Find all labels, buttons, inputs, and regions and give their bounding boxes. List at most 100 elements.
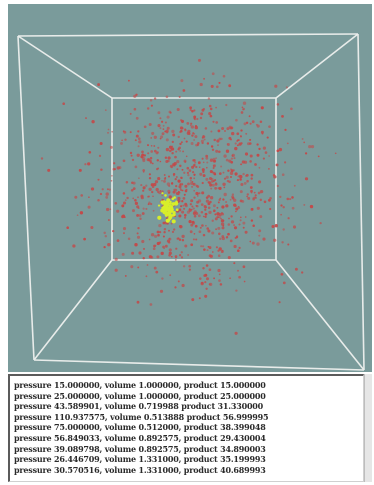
gas-particle [242,172,245,176]
tracked-particle [167,210,172,215]
front-edge [33,359,365,371]
gas-particle [208,112,212,116]
gas-particle [280,204,283,207]
gas-particle [294,267,298,271]
gas-particle [78,168,82,172]
gas-particle [195,238,198,241]
gas-particle [217,187,220,190]
gas-particle [284,128,287,132]
gas-particle [259,215,263,219]
gas-particle [192,207,195,210]
gas-particle [281,173,285,177]
gas-particle [148,177,152,180]
gas-particle [107,243,111,247]
gas-particle [189,108,192,111]
gas-particle [162,128,165,130]
gas-particle [170,222,173,225]
gas-particle [133,94,137,98]
gas-particle [268,168,270,170]
gas-particle [211,170,214,174]
gas-particles [40,58,337,335]
gas-particle [223,192,227,197]
gas-particle [203,274,207,277]
gas-particle [111,174,113,177]
gas-particle [181,141,183,144]
gas-particle [138,214,142,217]
gas-particle [243,280,246,283]
gas-particle [200,245,203,248]
gas-particle [140,194,144,198]
gas-particle [179,150,181,152]
gas-particle [197,142,200,145]
gas-particle [286,142,289,145]
gas-particle [83,237,86,241]
gas-particle [148,123,152,126]
gas-particle [187,173,190,177]
gas-particle [209,254,213,258]
gas-particle [180,182,184,186]
gas-particle [183,137,186,140]
gas-particle [284,161,287,164]
gas-particle [196,117,199,121]
gas-particle [246,179,249,183]
gas-particle [200,211,204,214]
gas-particle [156,230,160,234]
gas-particle [104,109,107,111]
gas-particle [180,205,183,208]
gas-particle [213,277,216,280]
gas-particle [157,233,160,237]
3d-viewport[interactable] [8,4,372,372]
log-line: pressure 43.589901, volume 0.719988 prod… [14,401,264,412]
log-scrollbar[interactable] [364,374,372,482]
gas-particle [176,168,179,171]
gas-particle [212,167,215,169]
gas-particle [142,256,145,260]
depth-edge [33,259,113,361]
gas-particle [146,107,150,110]
gas-particle [149,161,153,164]
gas-particle [191,134,194,137]
tracked-particle [161,192,164,195]
log-line: pressure 26.446709, volume 1.331000, pro… [14,454,266,465]
gas-particle [156,167,159,171]
gas-particle [317,155,320,158]
gas-particle [178,238,182,241]
gas-particle [181,234,185,239]
gas-particle [138,140,142,144]
gas-particle [153,244,156,248]
gas-particle [255,123,258,126]
gas-particle [185,155,188,158]
gas-particle [234,146,238,151]
gas-particle [174,286,177,289]
gas-particle [161,194,164,197]
gas-particle [182,150,185,153]
gas-particle [229,198,232,201]
gas-particle [215,149,219,153]
gas-particle [190,243,194,247]
gas-particle [199,172,203,176]
gas-particle [184,244,188,248]
gas-particle [147,152,150,155]
gas-particle [245,175,248,177]
gas-particle [114,268,118,272]
gas-particle [202,161,205,164]
gas-particle [231,193,235,196]
gas-particle [220,165,223,168]
gas-particle [286,197,290,201]
gas-particle [194,135,198,139]
gas-particle [74,195,78,199]
gas-particle [250,207,254,212]
output-log[interactable]: pressure 15.000000, volume 1.000000, pro… [8,374,364,482]
gas-particle [155,187,159,192]
tracked-particle [161,201,165,205]
gas-particle [106,188,109,191]
gas-particle [210,130,213,133]
gas-particle [301,137,304,140]
gas-particle [195,191,199,196]
gas-particle [259,189,264,194]
tracked-particle [172,210,176,214]
gas-particle [208,176,213,181]
gas-particle [150,233,155,237]
gas-particle [187,182,190,186]
gas-particle [205,224,207,227]
